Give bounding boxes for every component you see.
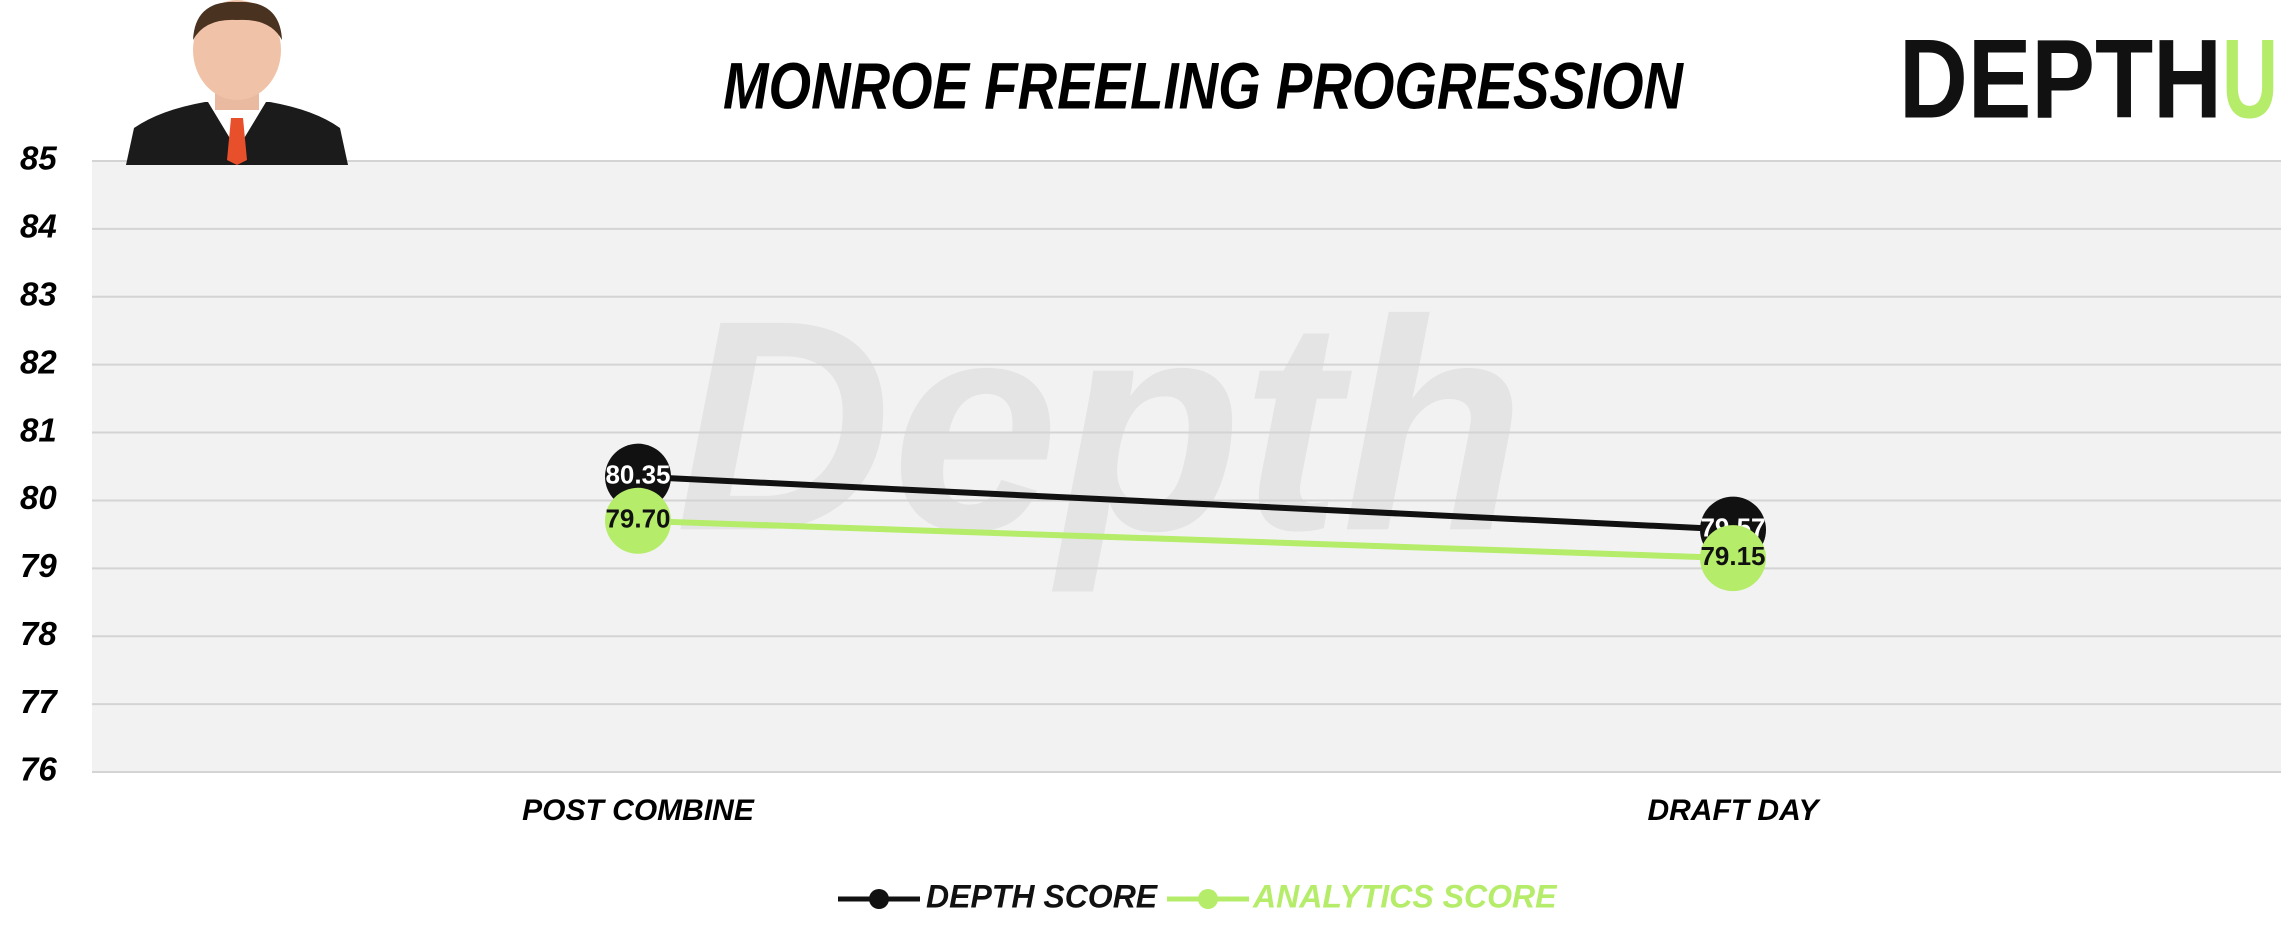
y-tick-label: 81 bbox=[20, 411, 57, 448]
x-tick-label: DRAFT DAY bbox=[1647, 794, 1821, 827]
data-label: 79.70 bbox=[605, 504, 670, 534]
y-tick-label: 80 bbox=[20, 479, 57, 516]
y-tick-label: 83 bbox=[20, 275, 57, 312]
y-tick-label: 79 bbox=[20, 547, 57, 584]
photo-face bbox=[193, 0, 281, 100]
y-tick-label: 84 bbox=[20, 208, 57, 245]
player-photo bbox=[126, 0, 348, 165]
chart-title: MONROE FREELING PROGRESSION bbox=[723, 48, 1684, 122]
legend-label: DEPTH SCORE bbox=[926, 878, 1159, 914]
y-tick-label: 78 bbox=[20, 615, 57, 652]
series-line bbox=[637, 517, 1734, 562]
x-tick-label: POST COMBINE bbox=[522, 794, 755, 827]
data-label: 79.15 bbox=[1700, 541, 1765, 571]
y-tick-label: 85 bbox=[20, 140, 57, 177]
series-marker bbox=[605, 487, 671, 554]
logo-text: DEPTH bbox=[1899, 17, 2222, 142]
legend-marker bbox=[1198, 889, 1218, 909]
y-tick-label: 82 bbox=[20, 343, 57, 380]
legend-marker bbox=[869, 889, 889, 909]
y-tick-label: 77 bbox=[20, 683, 58, 720]
photo-tie bbox=[227, 118, 247, 165]
legend-label: ANALYTICS SCORE bbox=[1252, 878, 1558, 914]
logo-accent: U bbox=[2222, 17, 2278, 142]
plot-background bbox=[92, 161, 2281, 772]
data-label: 80.35 bbox=[605, 460, 670, 490]
photo-hair bbox=[193, 1, 282, 40]
series-line bbox=[637, 473, 1734, 533]
series-marker bbox=[1700, 525, 1766, 592]
y-tick-label: 76 bbox=[20, 751, 57, 788]
